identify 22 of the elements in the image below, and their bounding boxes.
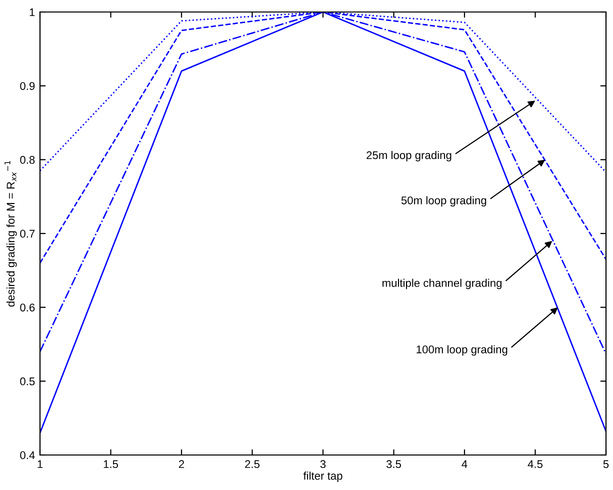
y-tick-label: 0.6 (20, 304, 35, 312)
y-tick-label: 0.7 (20, 230, 35, 238)
x-tick-label: 1.5 (104, 460, 118, 468)
x-tick-label: 5 (603, 460, 609, 468)
x-tick-label: 2.5 (245, 460, 260, 468)
y-tick-label: 0.8 (20, 156, 35, 164)
y-axis-title: desired grading for M = R$_{xx}$$^{−1}$ (4, 160, 17, 307)
y-tick-label: 0.4 (20, 451, 35, 460)
x-tick-label: 1 (38, 460, 43, 468)
x-tick-label: 2 (178, 460, 184, 468)
y-tick-label: 0.9 (20, 82, 35, 90)
x-axis-title: filter tap (303, 472, 342, 482)
y-tick-label: 0.5 (20, 377, 35, 386)
x-tick-label: 3 (320, 460, 326, 468)
annotation: 25m loop grading (366, 150, 452, 162)
x-tick-label: 4 (462, 460, 468, 468)
annotation: 100m loop grading (416, 345, 508, 356)
y-tick-label: 1 (30, 8, 35, 16)
x-tick-label: 3.5 (386, 460, 402, 468)
x-tick-label: 4.5 (528, 460, 543, 468)
annotation: 50m loop grading (401, 196, 486, 207)
annotation: multiple channel grading (382, 278, 502, 290)
